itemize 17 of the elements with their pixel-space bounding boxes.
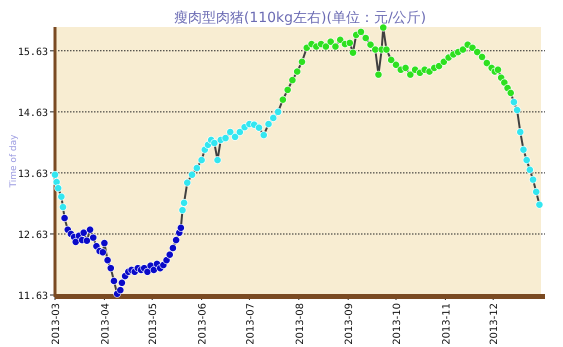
x-tick-label: 2013-07: [245, 303, 256, 345]
x-tick-label: 2013-12: [489, 303, 500, 345]
x-tick-label: 2013-04: [100, 303, 112, 345]
y-tick-label: 14.63: [18, 108, 48, 119]
y-tick-label: 11.63: [18, 291, 48, 302]
y-tick-label: 13.63: [18, 168, 48, 180]
x-tick-label: 2013-06: [198, 303, 209, 345]
y-tick-label: 12.63: [18, 230, 48, 241]
x-tick-label: 2013-05: [148, 303, 160, 345]
x-tick-label: 2013-08: [294, 303, 306, 345]
x-tick-label: 2013-03: [51, 303, 62, 345]
chart-title: 瘦肉型肉猪(110kg左右)(单位：元/公斤): [174, 10, 426, 26]
y-axis-title: Time of day: [9, 134, 19, 188]
y-tick-label: 15.63: [18, 46, 48, 58]
x-tick-label: 2013-10: [392, 303, 403, 345]
x-tick-label: 2013-11: [441, 303, 452, 345]
x-tick-label: 2013-09: [344, 303, 356, 345]
